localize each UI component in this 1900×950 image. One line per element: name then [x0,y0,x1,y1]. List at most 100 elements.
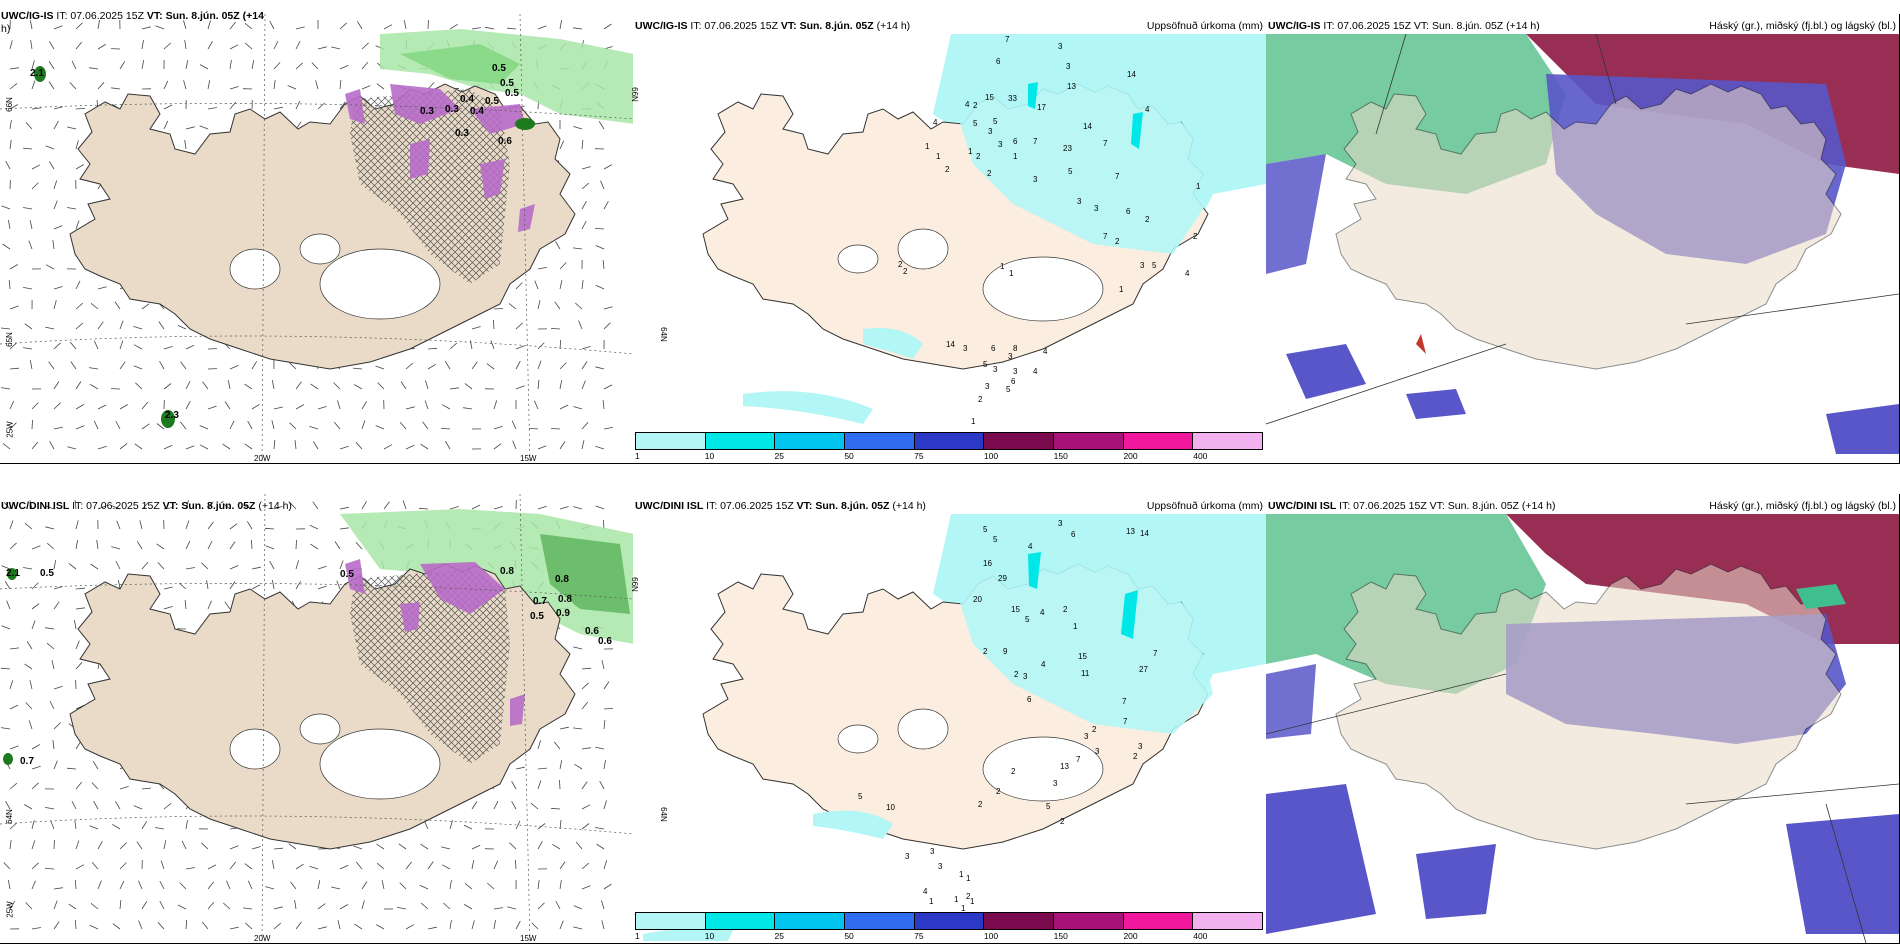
wind-barb [537,740,541,750]
wind-barb [537,902,545,910]
map-value-label: 6 [1071,530,1076,539]
wind-barb [317,406,327,410]
wind-barb [75,840,80,850]
wind-barb [295,539,297,550]
colorbar-tick: 75 [914,451,924,461]
map-value-label: 3 [938,862,943,871]
wind-barb [559,861,566,870]
wind-barb [201,842,209,850]
wind-barb [141,561,149,570]
colorbar-tick: 400 [1193,451,1208,461]
wind-barb [89,367,99,370]
wind-barb [184,599,187,610]
map-value-label: 1 [929,897,934,906]
colorbar-swatch [914,433,985,449]
wind-barb [469,340,473,350]
title-p6: Háský (gr.), miðský (fj.bl.) og lágský (… [1709,500,1896,512]
wind-barb [114,301,121,310]
colorbar-swatch [775,913,846,929]
wind-barb [493,425,503,430]
wind-barb [289,362,297,370]
wind-barb [243,907,253,910]
wind-barb [31,880,36,890]
map-value-label: 2 [996,787,1001,796]
map-value-label: 2 [1014,670,1019,679]
map-value-label: 2 [903,267,908,276]
colorbar-swatch [984,433,1055,449]
map-value-label: 2 [945,165,950,174]
map-value-label: 1 [959,870,964,879]
map-ig-layers [1265,14,1900,463]
map-value-label: 0.6 [598,636,612,647]
wind-barb [273,62,281,70]
wind-barb [9,520,14,530]
wind-barb [74,820,77,830]
wind-barb [581,166,591,170]
wind-barb [163,444,173,450]
wind-barb [9,542,17,550]
wind-barb [418,507,429,510]
wind-barb [3,862,11,870]
wind-barb [207,521,214,530]
map-value-label: 15 [1078,652,1087,661]
map-value-label: 0.4 [460,94,474,105]
title-p2: Uppsöfnuð úrkoma (mm) [1146,20,1263,32]
wind-barb [1,727,11,730]
wind-barb [398,843,407,850]
wind-barb [361,401,367,410]
wind-barb [97,286,107,290]
wind-barb [603,306,613,310]
map-value-label: 2 [1060,817,1065,826]
wind-barb [119,880,125,890]
wind-barb [138,920,143,930]
wind-barb [361,900,365,910]
wind-barb [339,79,342,90]
wind-barb [559,441,566,450]
wind-barb [336,580,341,590]
lon-label-20w-bottom: 20W [254,934,271,943]
wind-barb [141,423,150,430]
wind-barb [75,164,84,170]
map-value-label: 16 [983,559,992,568]
wind-barb [537,25,547,30]
map-value-label: 2 [978,395,983,404]
wind-barb [251,403,260,410]
wind-barb [48,161,55,170]
lat-label-64n-precip: 64N [658,327,668,342]
wind-barb [45,326,55,330]
wind-barb [229,565,239,570]
wind-barb [405,444,415,450]
wind-barb [9,342,17,350]
wind-barb [226,880,231,890]
wind-barb [493,907,503,910]
wind-barb [112,823,121,830]
wind-barb [52,240,55,250]
wind-barb [31,582,39,590]
wind-barb [375,425,385,430]
wind-barb [289,422,297,430]
colorbar-swatch [914,913,985,929]
wind-barb [581,862,590,870]
wind-barb [603,164,612,170]
wind-barb [8,279,11,290]
wind-barb [9,822,17,830]
wind-barb [9,647,19,650]
map-value-label: 3 [930,847,935,856]
map-dini-layers [1265,494,1900,944]
wind-barb [245,922,253,930]
map-value-label: 5 [983,360,988,369]
map-value-label: 7 [1153,649,1158,658]
title-p3: Háský (gr.), miðský (fj.bl.) og lágský (… [1709,20,1896,32]
wind-barb [177,904,187,910]
lon-label-20w: 20W [254,454,271,463]
wind-barb [493,400,498,410]
map-value-label: 7 [1122,697,1127,706]
wind-barb [31,620,36,630]
wind-barb [594,228,605,230]
wind-barb [273,439,276,450]
wind-barb [441,404,451,410]
wind-barb [246,521,253,530]
wind-barb [185,500,189,510]
wind-barb [97,82,105,90]
wind-barb [23,287,33,290]
